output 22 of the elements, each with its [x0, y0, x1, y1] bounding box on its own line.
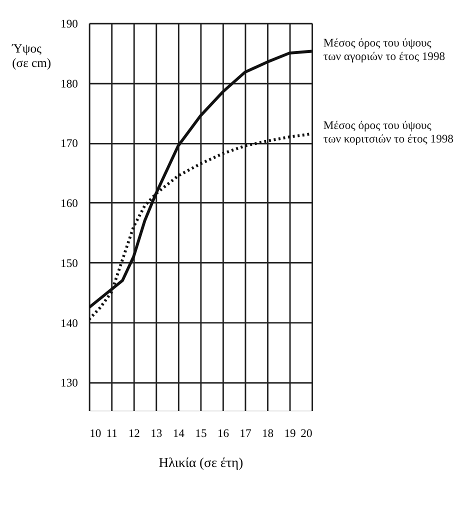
y-tick-label: 170 [60, 137, 78, 150]
x-axis-title: Ηλικία (σε έτη) [158, 455, 244, 470]
y-tick-label: 150 [60, 256, 78, 270]
y-tick-label: 140 [60, 316, 78, 330]
x-tick-label: 11 [106, 427, 118, 440]
x-tick-label: 16 [217, 427, 230, 440]
x-tick-label: 20 [300, 427, 312, 440]
x-tick-label: 12 [128, 427, 140, 440]
y-tick-label: 160 [60, 197, 78, 210]
x-tick-label: 19 [284, 427, 296, 440]
x-tick-label: 18 [262, 427, 274, 440]
x-tick-label: 14 [172, 427, 185, 440]
y-tick-label: 190 [60, 17, 78, 30]
x-tick-label: 10 [90, 427, 102, 440]
x-tick-label: 17 [240, 427, 252, 440]
y-tick-label: 180 [60, 77, 78, 90]
y-axis-title: Ύψος (σε cm) [11, 42, 52, 70]
y-tick-label: 130 [60, 376, 78, 390]
series-label: Μέσος όρος του ύψους των κοριτσιών το έτος 1998 [323, 119, 454, 146]
x-tick-label: 15 [195, 427, 207, 440]
series-label: Μέσος όρος του ύψους των αγοριών το έτος 1998 [323, 36, 446, 63]
x-tick-label: 13 [150, 427, 162, 440]
